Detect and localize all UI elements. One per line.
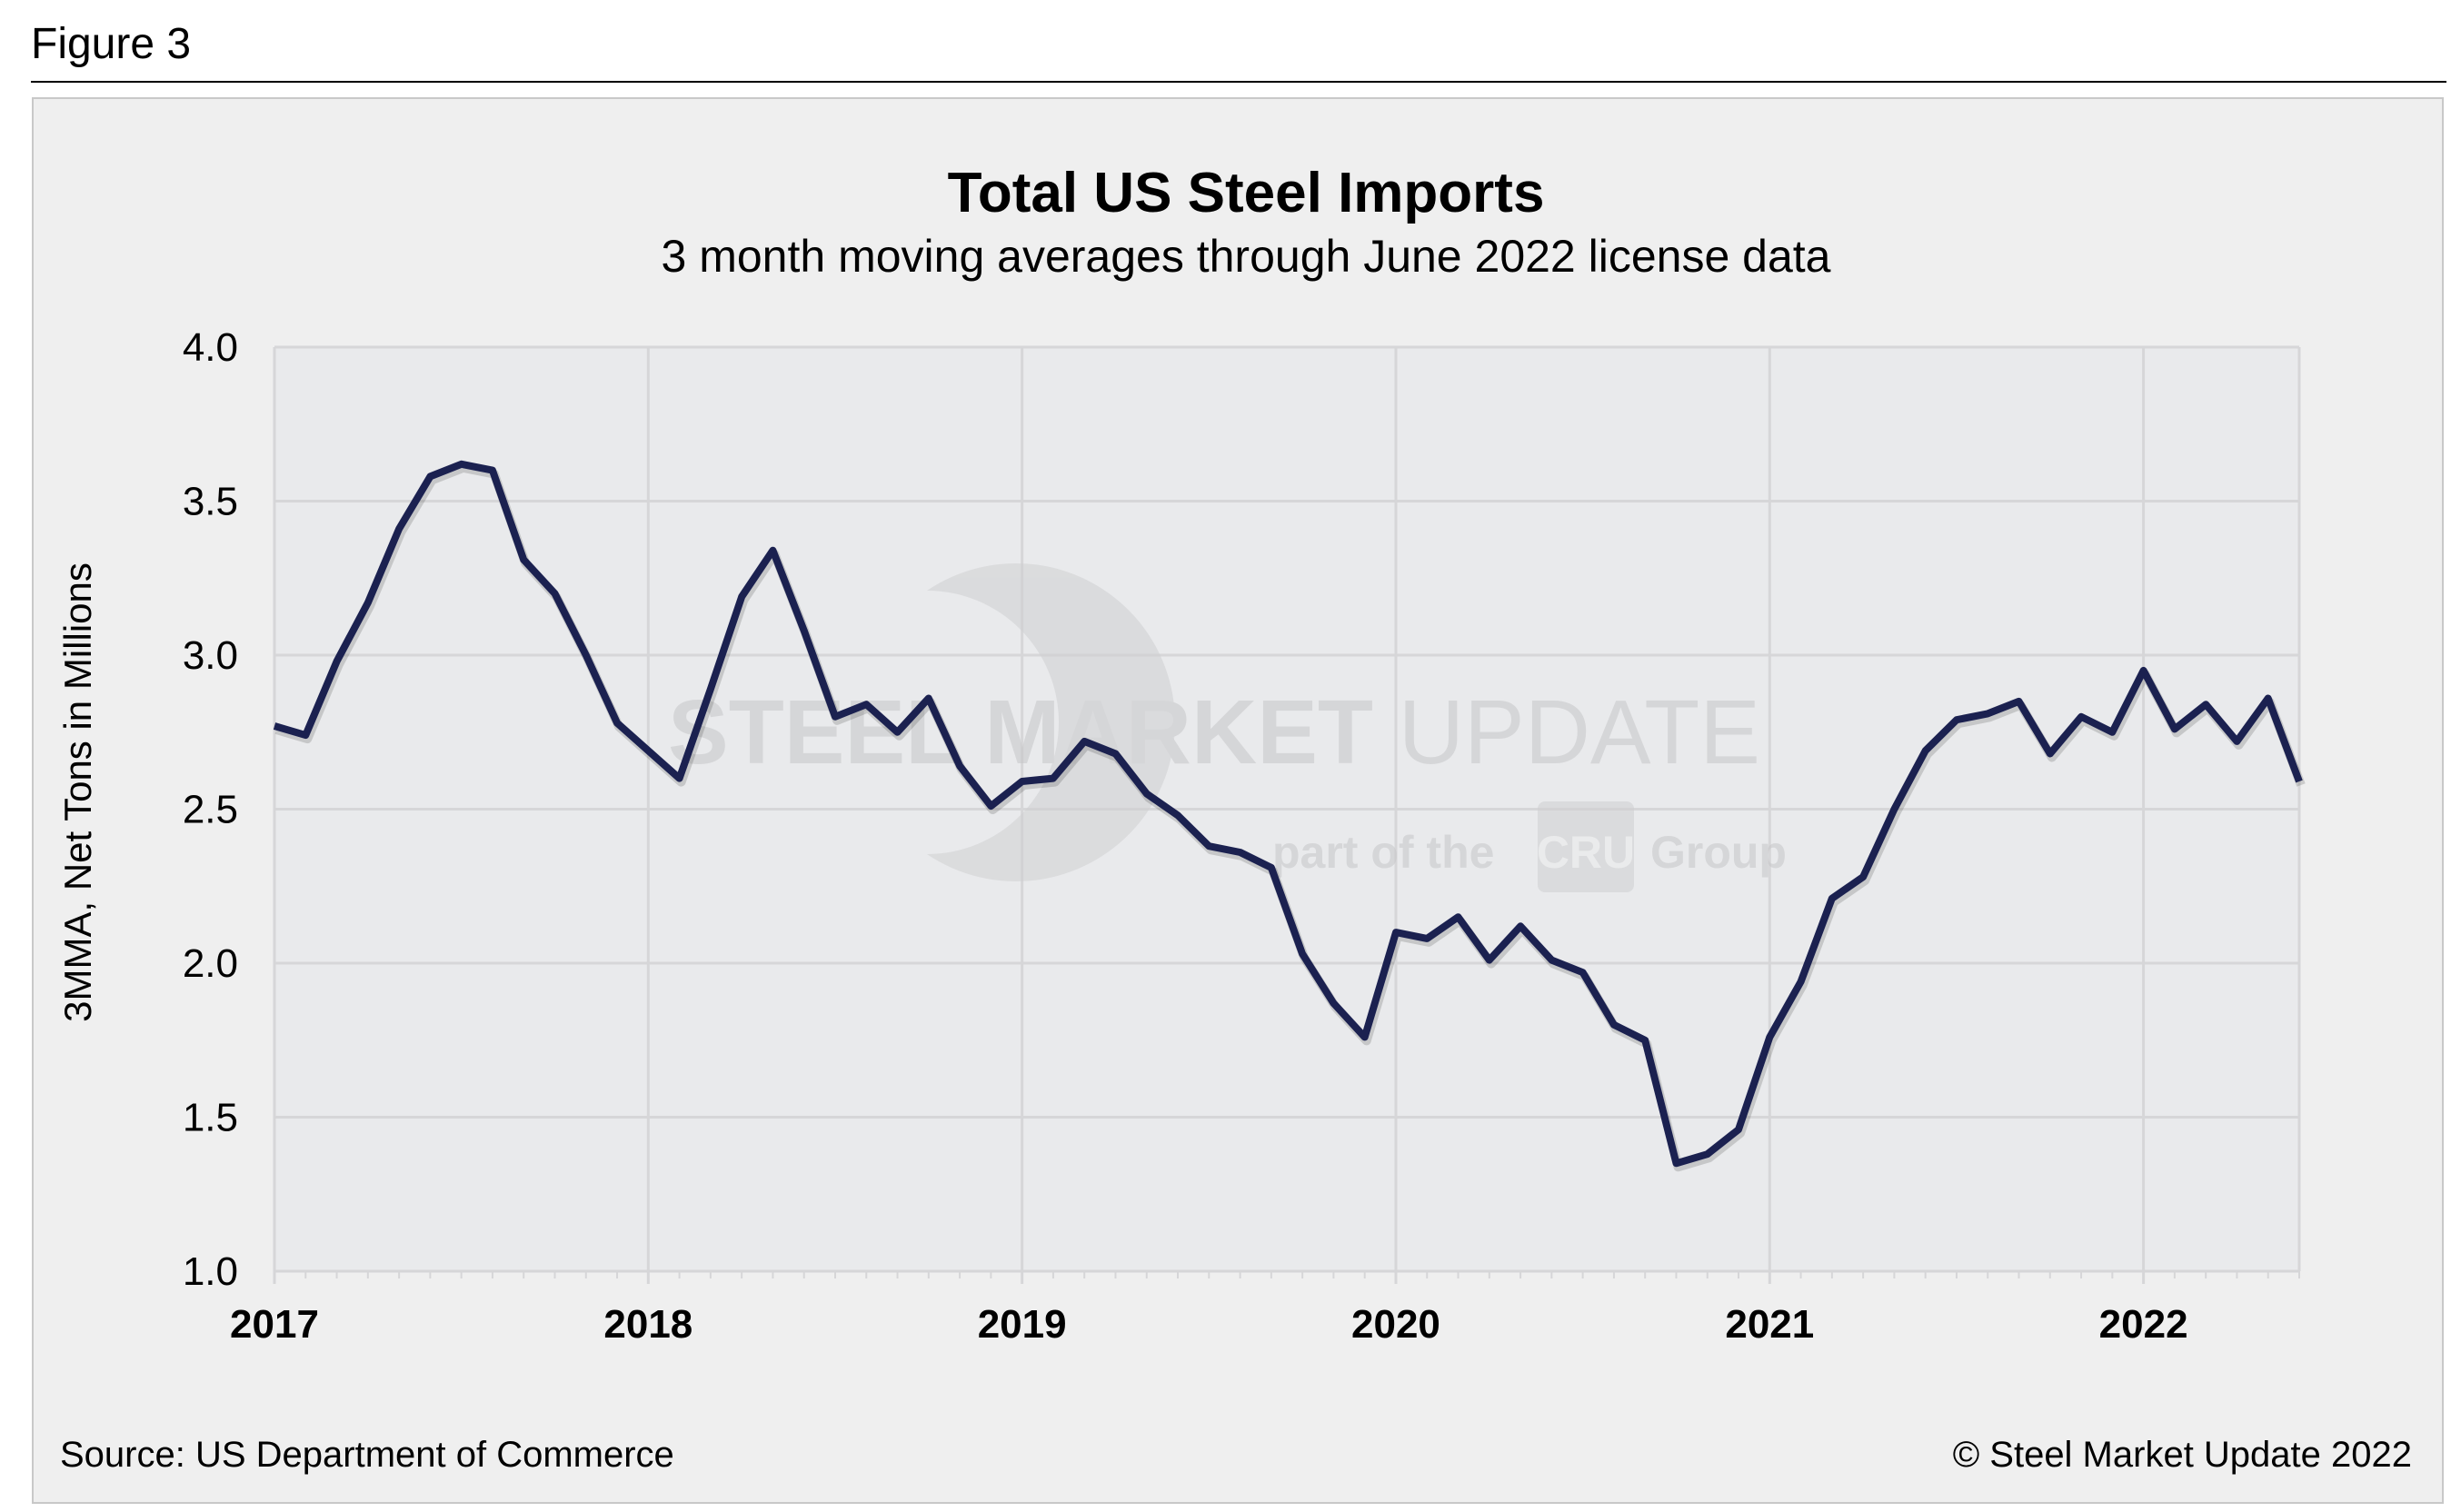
y-tick-label: 3.0	[183, 633, 238, 678]
y-tick-label: 1.5	[183, 1096, 238, 1140]
y-tick-label: 1.0	[183, 1249, 238, 1294]
svg-text:part of the: part of the	[1272, 827, 1494, 878]
x-tick-label: 2017	[230, 1302, 319, 1347]
svg-text:Group: Group	[1650, 827, 1787, 878]
y-tick-label: 2.0	[183, 941, 238, 986]
source-note: Source: US Department of Commerce	[60, 1435, 674, 1475]
y-axis-label: 3MMA, Net Tons in Millions	[56, 562, 99, 1022]
chart-subtitle: 3 month moving averages through June 202…	[662, 231, 1831, 282]
y-tick-label: 4.0	[183, 325, 238, 370]
y-tick-label: 2.5	[183, 788, 238, 832]
copyright-note: © Steel Market Update 2022	[1953, 1435, 2412, 1475]
y-tick-label: 3.5	[183, 480, 238, 524]
x-tick-label: 2022	[2099, 1302, 2188, 1347]
svg-text:CRU: CRU	[1537, 827, 1635, 878]
x-tick-label: 2020	[1351, 1302, 1440, 1347]
x-tick-label: 2021	[1725, 1302, 1814, 1347]
figure-label: Figure 3	[31, 20, 191, 68]
x-tick-label: 2019	[978, 1302, 1067, 1347]
chart-title: Total US Steel Imports	[948, 162, 1545, 224]
x-tick-label: 2018	[603, 1302, 692, 1347]
